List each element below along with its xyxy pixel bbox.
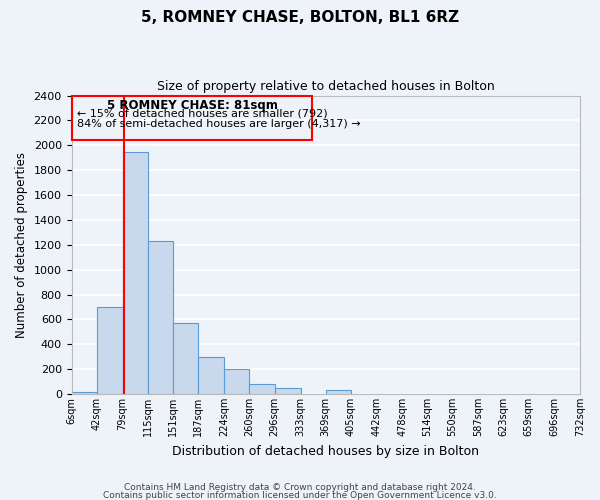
Title: Size of property relative to detached houses in Bolton: Size of property relative to detached ho… <box>157 80 494 93</box>
Bar <box>275 388 301 394</box>
Bar <box>122 152 148 394</box>
Bar <box>97 307 122 394</box>
X-axis label: Distribution of detached houses by size in Bolton: Distribution of detached houses by size … <box>172 444 479 458</box>
Text: 5, ROMNEY CHASE, BOLTON, BL1 6RZ: 5, ROMNEY CHASE, BOLTON, BL1 6RZ <box>141 10 459 25</box>
Y-axis label: Number of detached properties: Number of detached properties <box>15 152 28 338</box>
Text: Contains HM Land Registry data © Crown copyright and database right 2024.: Contains HM Land Registry data © Crown c… <box>124 484 476 492</box>
Bar <box>326 390 351 394</box>
Text: ← 15% of detached houses are smaller (792): ← 15% of detached houses are smaller (79… <box>77 108 328 118</box>
Bar <box>148 241 173 394</box>
Bar <box>198 356 224 394</box>
Bar <box>71 392 97 394</box>
Bar <box>224 369 250 394</box>
Bar <box>173 322 198 394</box>
Text: Contains public sector information licensed under the Open Government Licence v3: Contains public sector information licen… <box>103 490 497 500</box>
Text: 84% of semi-detached houses are larger (4,317) →: 84% of semi-detached houses are larger (… <box>77 118 361 128</box>
Text: 5 ROMNEY CHASE: 81sqm: 5 ROMNEY CHASE: 81sqm <box>107 100 277 112</box>
Bar <box>250 384 275 394</box>
Bar <box>71 96 313 140</box>
